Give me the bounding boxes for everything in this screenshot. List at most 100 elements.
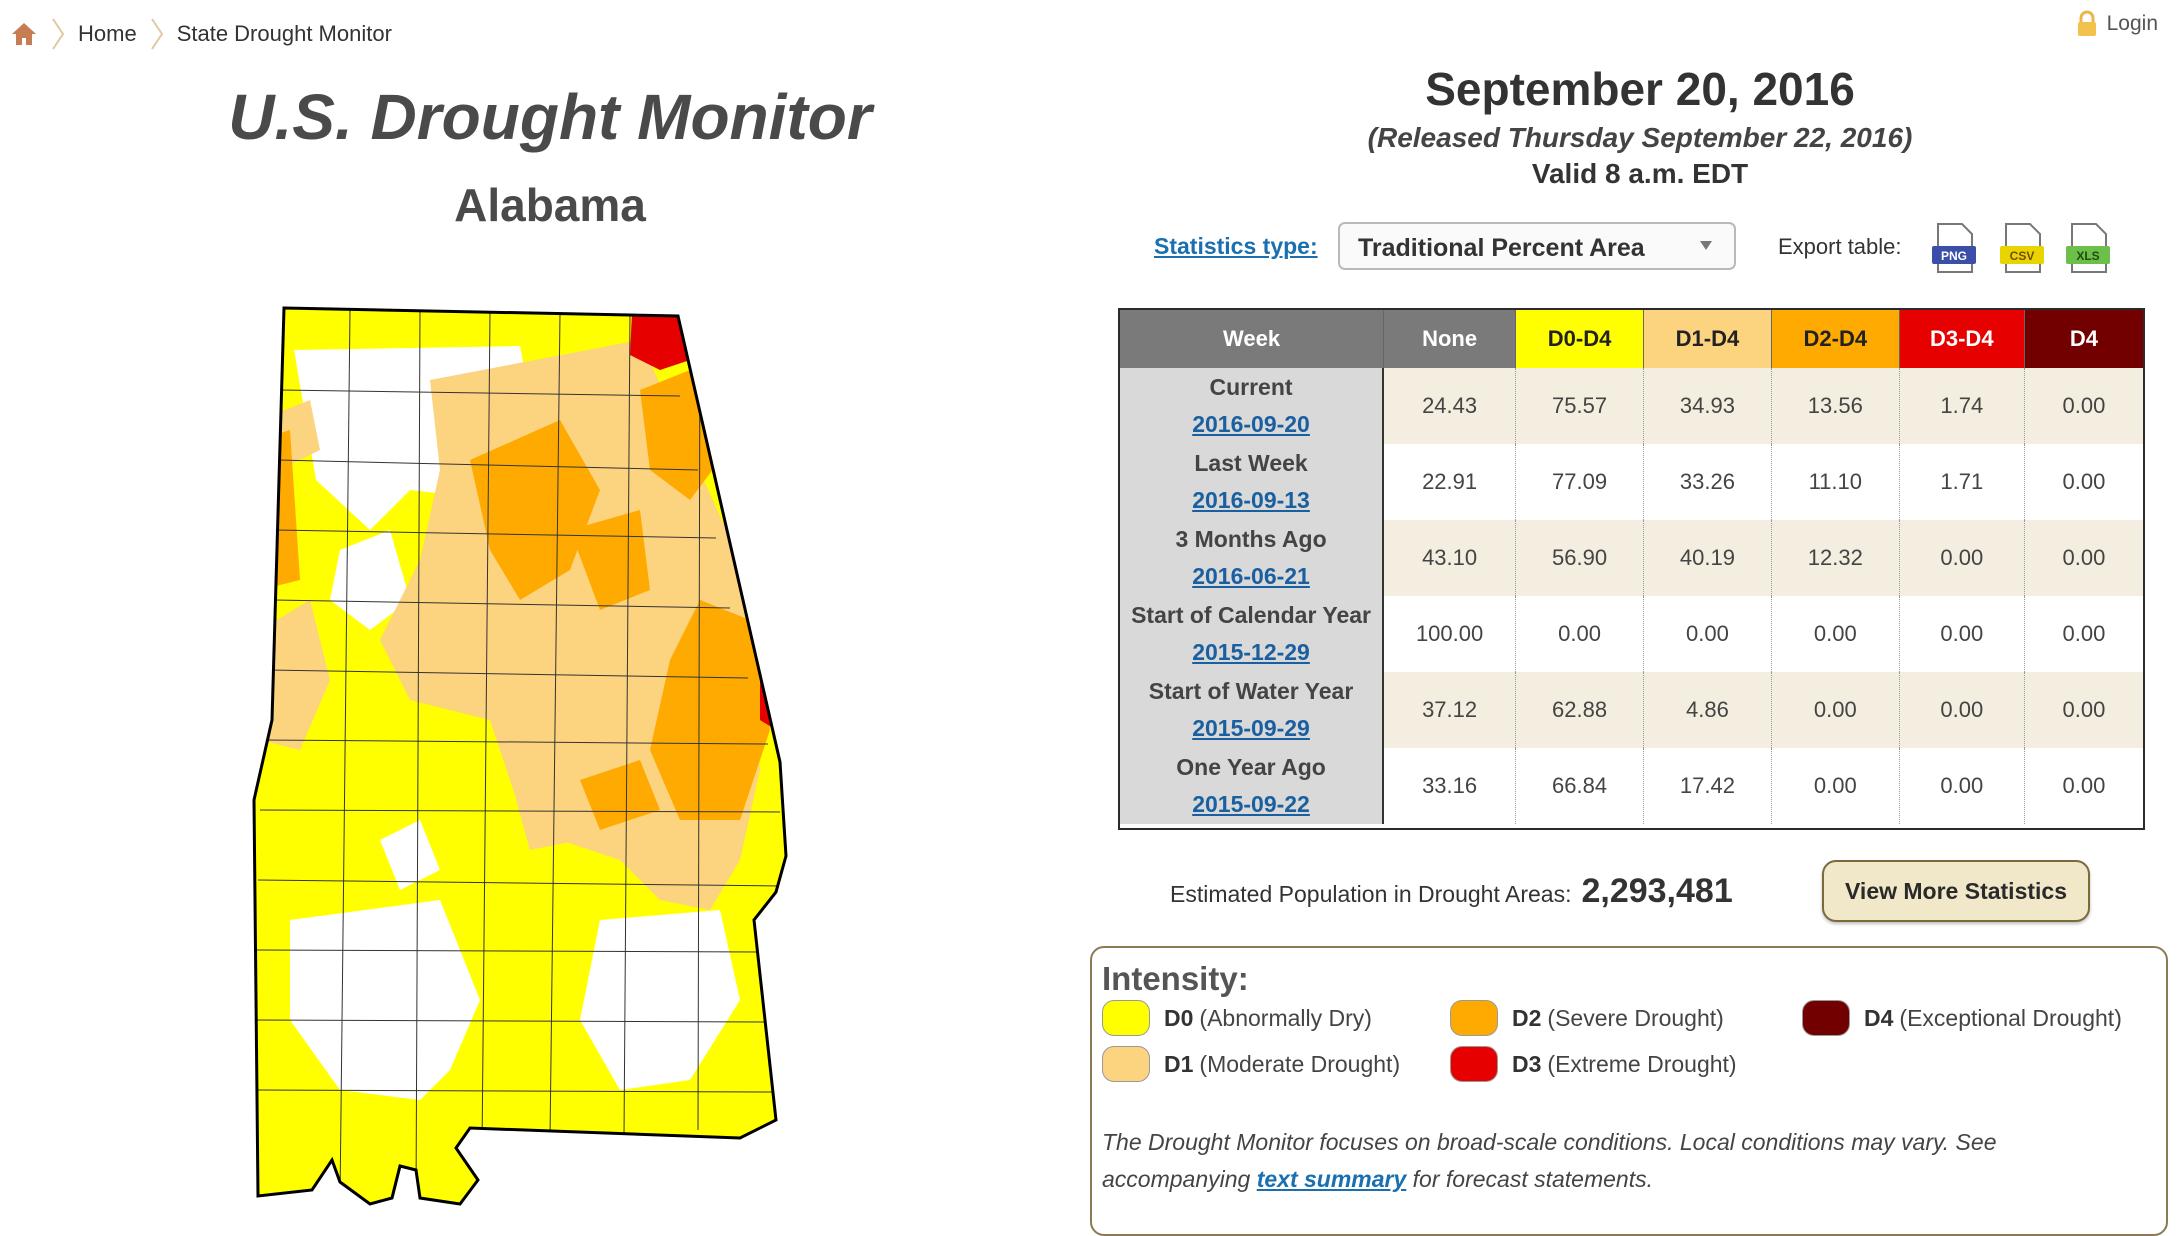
population-summary: Estimated Population in Drought Areas: 2… <box>1170 872 1733 911</box>
column-header: Week <box>1120 310 1385 368</box>
legend-code: D4 <box>1864 1004 1894 1031</box>
breadcrumb-home-link[interactable]: Home <box>78 21 137 46</box>
week-date-link[interactable]: 2015-09-22 <box>1192 791 1310 817</box>
table-cell: 1.71 <box>1899 444 2025 520</box>
map-regions <box>254 308 786 1204</box>
legend-description: (Exceptional Drought) <box>1899 1004 2122 1031</box>
table-cell: 33.26 <box>1643 444 1772 520</box>
disclaimer-text: The Drought Monitor focuses on broad-sca… <box>1102 1129 1997 1192</box>
table-cell: 0.00 <box>2024 368 2143 444</box>
breadcrumb: Home State Drought Monitor <box>10 14 392 54</box>
legend-description: (Abnormally Dry) <box>1199 1004 1372 1031</box>
table-body: Current 2016-09-20 24.43 75.57 34.93 13.56 1.7… <box>1120 368 2143 824</box>
table-cell: 4.86 <box>1643 672 1772 748</box>
table-cell: 0.00 <box>2024 596 2143 672</box>
legend-swatch <box>1450 1046 1498 1082</box>
statistics-type-select[interactable]: Traditional Percent Area <box>1338 222 1736 270</box>
table-cell: 0.00 <box>2024 444 2143 520</box>
table-cell: 24.43 <box>1384 368 1517 444</box>
legend-item-d2: D2 (Severe Drought) <box>1450 1000 1724 1036</box>
intensity-legend <box>1090 946 2168 1236</box>
week-cell: Last Week 2016-09-13 <box>1120 444 1385 520</box>
week-label: Last Week <box>1194 450 1308 476</box>
state-title: Alabama <box>454 179 646 231</box>
table-cell: 34.93 <box>1643 368 1772 444</box>
table-cell: 0.00 <box>2024 748 2143 824</box>
table-cell: 43.10 <box>1384 520 1517 596</box>
login-label: Login <box>2106 12 2158 35</box>
statistics-type-value: Traditional Percent Area <box>1358 234 1645 262</box>
table-row: Start of Calendar Year 2015-12-29 100.00 0.… <box>1120 596 2143 672</box>
legend-title: Intensity: <box>1102 960 1249 997</box>
legend-swatch <box>1802 1000 1850 1036</box>
column-header: D3-D4 <box>1899 310 2025 368</box>
week-cell: 3 Months Ago 2016-06-21 <box>1120 520 1385 596</box>
table-cell: 0.00 <box>1899 672 2025 748</box>
state-outline <box>252 306 788 1206</box>
export-xls-label: XLS <box>2076 249 2099 263</box>
export-png-icon[interactable]: PNG <box>1930 222 1978 274</box>
table-cell: 75.57 <box>1516 368 1644 444</box>
legend-code: D1 <box>1164 1050 1194 1077</box>
view-more-statistics-button[interactable]: View More Statistics <box>1822 860 2090 922</box>
week-label: One Year Ago <box>1176 754 1326 780</box>
disclaimer-text-end: for forecast statements. <box>1406 1166 1653 1192</box>
table-cell: 1.74 <box>1899 368 2025 444</box>
table-cell: 11.10 <box>1771 444 1900 520</box>
week-date-link[interactable]: 2016-06-21 <box>1192 563 1310 589</box>
export-png-label: PNG <box>1941 249 1967 263</box>
legend-swatch <box>1450 1000 1498 1036</box>
table-cell: 0.00 <box>1771 672 1900 748</box>
page-title: U.S. Drought Monitor <box>228 81 872 153</box>
week-date-link[interactable]: 2015-09-29 <box>1192 715 1310 741</box>
week-cell: Start of Water Year 2015-09-29 <box>1120 672 1385 748</box>
legend-item-d1: D1 (Moderate Drought) <box>1102 1046 1400 1082</box>
week-date-link[interactable]: 2015-12-29 <box>1192 639 1310 665</box>
legend-code: D3 <box>1512 1050 1542 1077</box>
login-link[interactable]: Login <box>2075 10 2158 38</box>
table-cell: 0.00 <box>1643 596 1772 672</box>
statistics-type-link[interactable]: Statistics type: <box>1154 233 1318 259</box>
table-cell: 62.88 <box>1516 672 1644 748</box>
week-label: Current <box>1209 374 1293 400</box>
column-header: D1-D4 <box>1643 310 1772 368</box>
table-cell: 0.00 <box>1516 596 1644 672</box>
table-cell: 56.90 <box>1516 520 1644 596</box>
map-date: September 20, 2016 <box>1425 63 1855 115</box>
breadcrumb-current[interactable]: State Drought Monitor <box>176 21 392 46</box>
week-date-link[interactable]: 2016-09-13 <box>1192 487 1310 513</box>
drought-map[interactable] <box>220 300 800 1210</box>
export-xls-icon[interactable]: XLS <box>2064 222 2112 274</box>
breadcrumb-separator-icon <box>150 18 163 50</box>
home-icon[interactable] <box>10 20 38 48</box>
legend-item-d3: D3 (Extreme Drought) <box>1450 1046 1737 1082</box>
table-cell: 0.00 <box>1899 520 2025 596</box>
legend-code: D0 <box>1164 1004 1194 1031</box>
table-cell: 17.42 <box>1643 748 1772 824</box>
legend-swatch <box>1102 1046 1150 1082</box>
table-cell: 0.00 <box>2024 520 2143 596</box>
export-csv-icon[interactable]: CSV <box>1998 222 2046 274</box>
table-cell: 37.12 <box>1384 672 1517 748</box>
export-label: Export table: <box>1778 234 1902 259</box>
population-value: 2,293,481 <box>1581 872 1733 910</box>
table-cell: 13.56 <box>1771 368 1900 444</box>
table-cell: 0.00 <box>2024 672 2143 748</box>
column-header: D4 <box>2024 310 2143 368</box>
export-csv-label: CSV <box>2010 249 2035 263</box>
week-cell: One Year Ago 2015-09-22 <box>1120 748 1385 824</box>
legend-item-d0: D0 (Abnormally Dry) <box>1102 1000 1372 1036</box>
week-label: Start of Calendar Year <box>1131 602 1371 628</box>
table-cell: 33.16 <box>1384 748 1517 824</box>
text-summary-link[interactable]: text summary <box>1256 1166 1407 1192</box>
week-cell: Current 2016-09-20 <box>1120 368 1385 444</box>
table-cell: 12.32 <box>1771 520 1900 596</box>
column-header: D0-D4 <box>1516 310 1644 368</box>
week-date-link[interactable]: 2016-09-20 <box>1192 411 1310 437</box>
table-cell: 0.00 <box>1771 596 1900 672</box>
table-cell: 0.00 <box>1771 748 1900 824</box>
table-row: 3 Months Ago 2016-06-21 43.10 56.90 40.19 12.… <box>1120 520 2143 596</box>
table-row: Last Week 2016-09-13 22.91 77.09 33.26 11.10 1… <box>1120 444 2143 520</box>
legend-description: (Severe Drought) <box>1547 1004 1724 1031</box>
column-header: D2-D4 <box>1771 310 1900 368</box>
